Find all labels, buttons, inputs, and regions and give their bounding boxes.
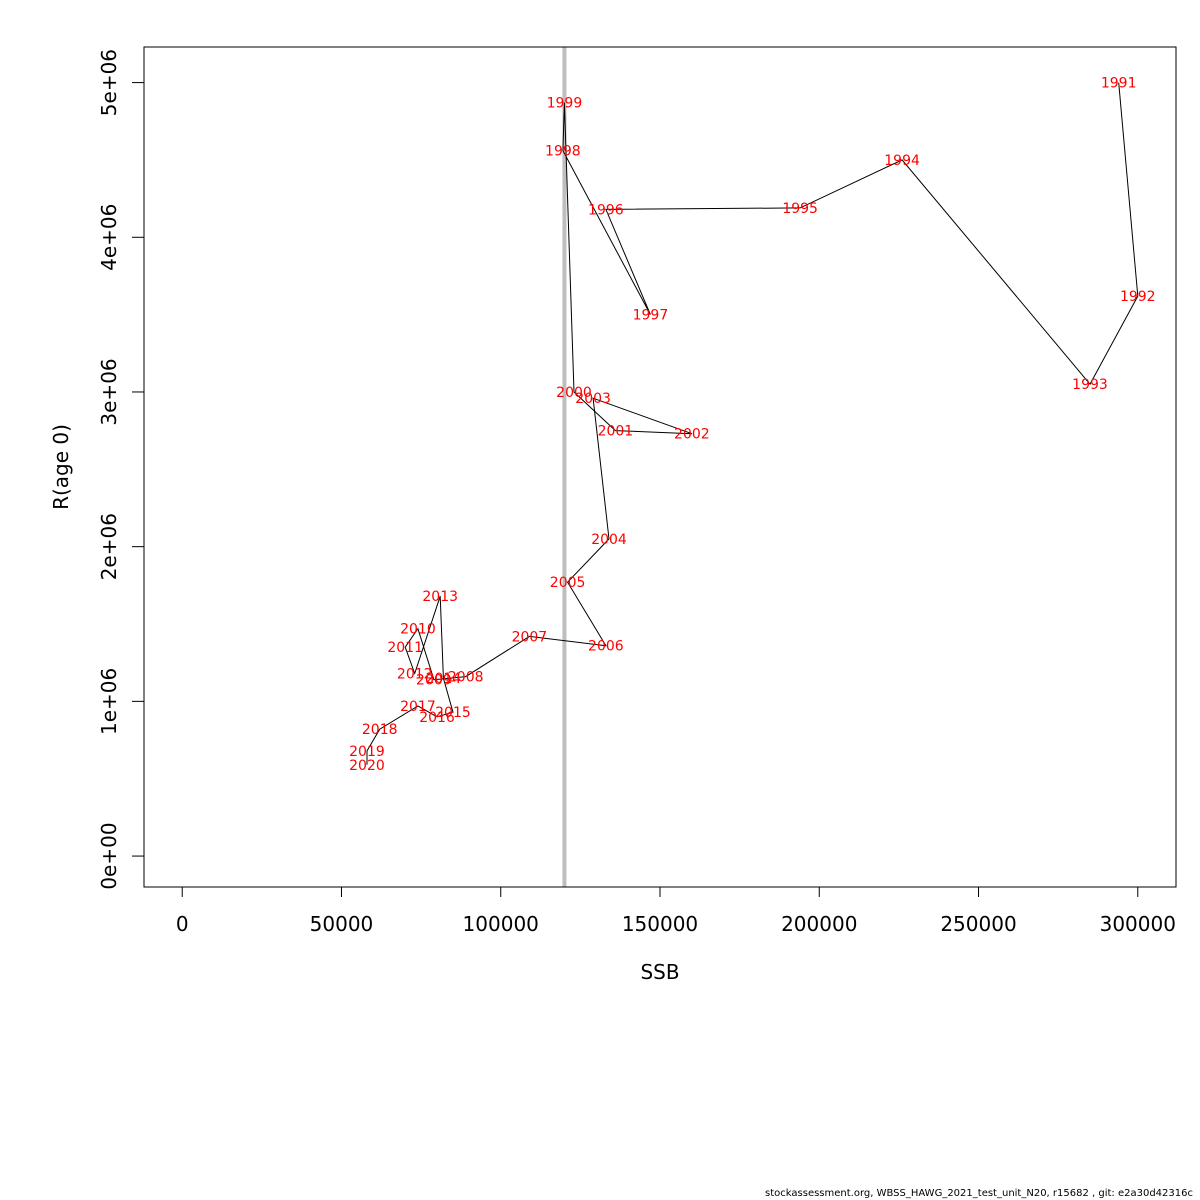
point-label-2015: 2015 [435,705,471,721]
point-label-2016: 2016 [419,710,455,726]
footer-note: stockassessment.org, WBSS_HAWG_2021_test… [765,1188,1193,1199]
point-label-2008: 2008 [448,670,484,686]
point-label-2003: 2003 [575,391,611,407]
x-tick-label: 50000 [310,912,374,936]
y-tick-label: 2e+06 [97,513,121,580]
plot-frame [143,46,1177,888]
point-label-2012: 2012 [397,667,433,683]
point-label-2011: 2011 [387,640,423,656]
point-label-2007: 2007 [512,629,548,645]
point-label-2019: 2019 [349,744,385,760]
y-tick-label: 3e+06 [97,358,121,425]
x-tick-label: 300000 [1100,912,1176,936]
point-label-2017: 2017 [400,699,436,715]
x-tick-label: 100000 [463,912,539,936]
x-tick-label: 200000 [781,912,857,936]
x-tick-label: 250000 [940,912,1016,936]
point-label-2010: 2010 [400,622,436,638]
y-tick-label: 4e+06 [97,204,121,271]
point-label-2006: 2006 [588,639,624,655]
point-label-2004: 2004 [591,532,627,548]
point-label-1991: 1991 [1101,76,1137,92]
y-axis-title: R(age 0) [49,424,73,510]
y-tick-label: 0e+00 [97,822,121,889]
point-label-2000: 2000 [556,385,592,401]
point-label-2005: 2005 [550,575,586,591]
x-axis-title: SSB [640,960,679,984]
point-label-2002: 2002 [674,427,710,443]
x-tick-label: 0 [176,912,189,936]
point-label-2009: 2009 [416,673,452,689]
point-label-1997: 1997 [633,308,669,324]
y-tick-label: 1e+06 [97,668,121,735]
point-label-1999: 1999 [547,96,583,112]
point-label-2014: 2014 [426,671,462,687]
point-label-1993: 1993 [1072,377,1108,393]
y-tick-label: 5e+06 [97,49,121,116]
point-label-2020: 2020 [349,758,385,774]
point-label-1996: 1996 [588,202,624,218]
point-label-1994: 1994 [884,153,920,169]
x-tick-label: 150000 [622,912,698,936]
point-label-2013: 2013 [422,589,458,605]
point-label-2001: 2001 [598,424,634,440]
point-label-1995: 1995 [782,201,818,217]
series-line [366,82,1139,765]
point-label-2018: 2018 [362,722,398,738]
point-label-1998: 1998 [545,144,581,160]
point-label-1992: 1992 [1120,289,1156,305]
